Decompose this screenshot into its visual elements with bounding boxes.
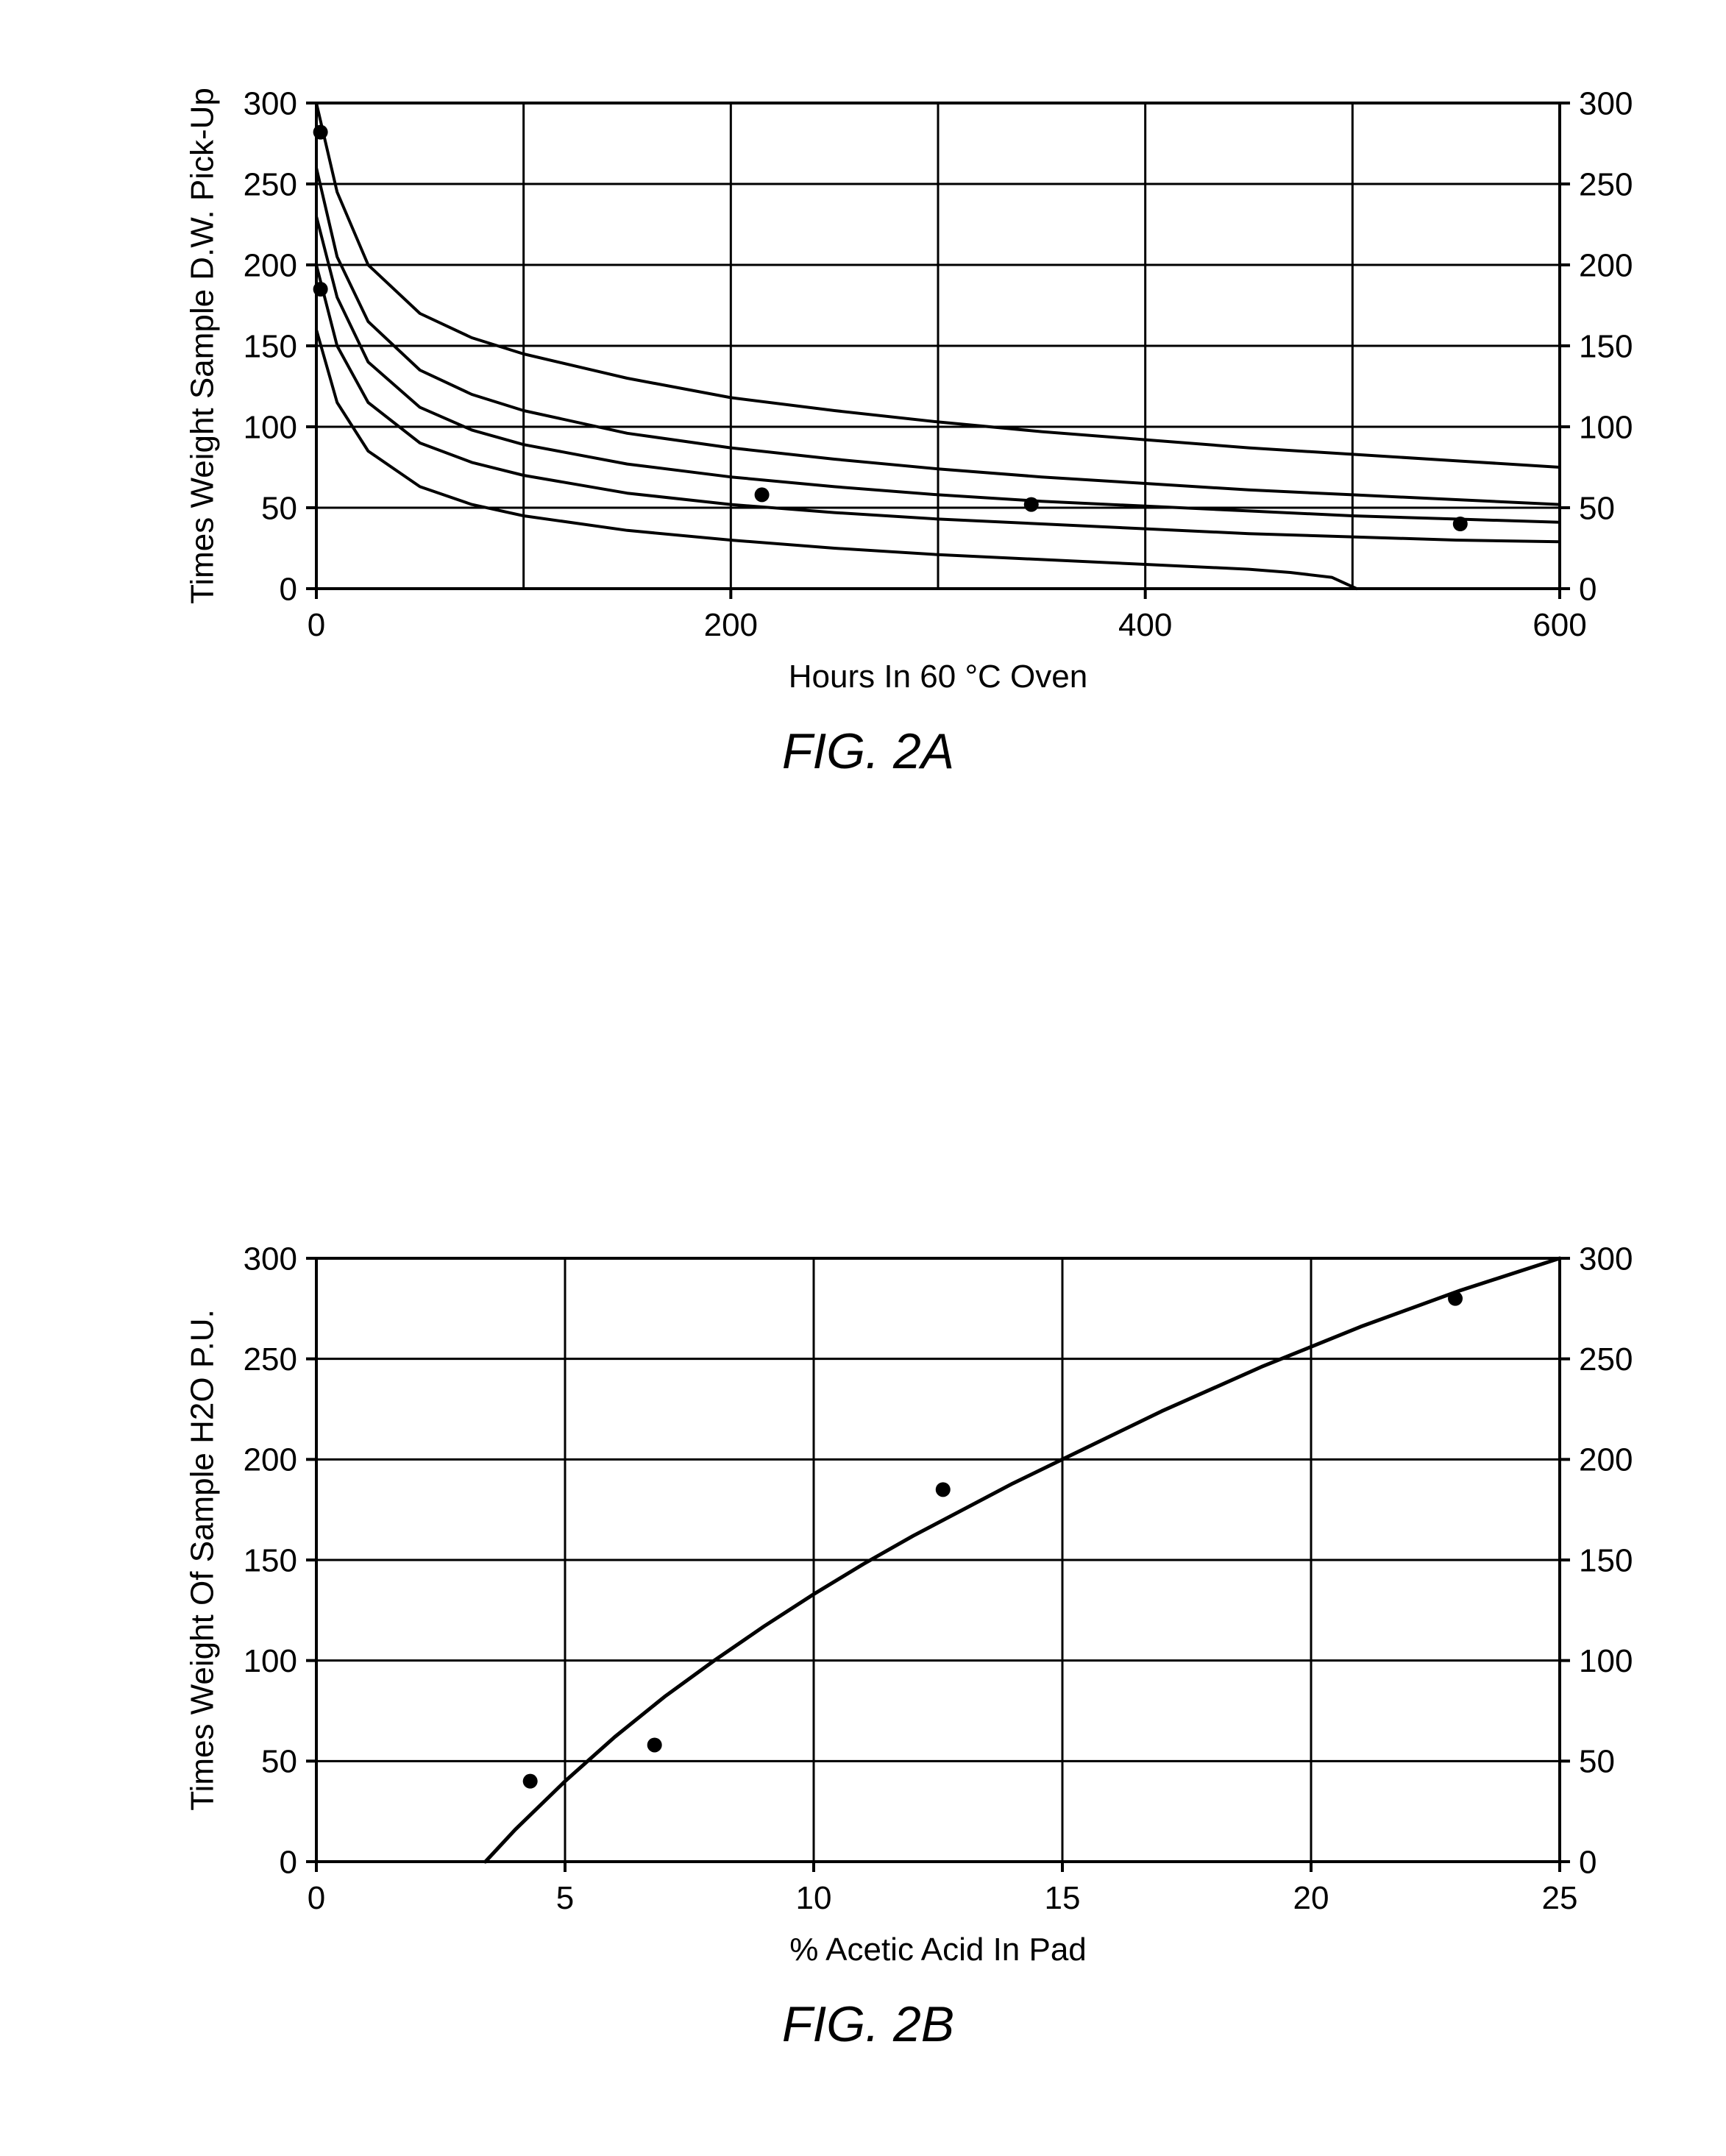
figA-point-4 [1453, 517, 1468, 531]
figA-ylabel: Times Weight Sample D.W. Pick-Up [185, 88, 221, 604]
figB-caption: FIG. 2B [81, 1996, 1655, 2053]
figB-xtick-label: 15 [1045, 1880, 1081, 1916]
figA-ytick-left-label: 50 [261, 490, 297, 526]
figA-ytick-right-label: 100 [1579, 409, 1633, 445]
figA-point-2 [755, 487, 770, 502]
figB-svg: 0510152025050100150200250300050100150200… [81, 1214, 1655, 2046]
figB-ytick-left-label: 200 [244, 1442, 297, 1478]
figA-svg: 0200400600050100150200250300050100150200… [81, 44, 1655, 751]
figA-ytick-right-label: 200 [1579, 247, 1633, 283]
figB-ytick-right-label: 100 [1579, 1643, 1633, 1679]
figB-point-0 [523, 1774, 538, 1789]
figA-xtick-label: 200 [704, 607, 758, 643]
figA-point-0 [313, 125, 328, 140]
figB-xlabel: % Acetic Acid In Pad [789, 1932, 1087, 1968]
figA-ytick-left-label: 200 [244, 247, 297, 283]
figA-ytick-right-label: 150 [1579, 328, 1633, 364]
figA-ytick-right-label: 250 [1579, 166, 1633, 202]
figA-ytick-right-label: 0 [1579, 571, 1597, 607]
figA-ytick-right-label: 300 [1579, 85, 1633, 121]
figA-point-1 [313, 282, 328, 297]
figB-ytick-right-label: 300 [1579, 1241, 1633, 1277]
figB-xtick-label: 10 [796, 1880, 832, 1916]
figA-xlabel: Hours In 60 °C Oven [789, 659, 1087, 695]
figB-ytick-right-label: 200 [1579, 1442, 1633, 1478]
figA-ytick-left-label: 150 [244, 328, 297, 364]
figB-ytick-right-label: 0 [1579, 1844, 1597, 1880]
figA-xtick-label: 400 [1118, 607, 1172, 643]
figB-ytick-left-label: 250 [244, 1341, 297, 1377]
figB-ytick-left-label: 50 [261, 1744, 297, 1780]
figA-xtick-label: 600 [1533, 607, 1586, 643]
figB-ytick-right-label: 150 [1579, 1542, 1633, 1578]
figB-xtick-label: 5 [556, 1880, 574, 1916]
figB-ytick-left-label: 100 [244, 1643, 297, 1679]
figA-point-3 [1024, 497, 1039, 512]
figB-ylabel: Times Weight Of Sample H2O P.U. [185, 1309, 221, 1810]
figB-ytick-left-label: 150 [244, 1542, 297, 1578]
figB: 0510152025050100150200250300050100150200… [81, 1214, 1655, 2046]
figA-caption: FIG. 2A [81, 723, 1655, 780]
figA-xtick-label: 0 [308, 607, 325, 643]
figB-point-1 [647, 1737, 662, 1752]
figA-ytick-left-label: 250 [244, 166, 297, 202]
figB-ytick-left-label: 300 [244, 1241, 297, 1277]
figB-xtick-label: 0 [308, 1880, 325, 1916]
figB-point-2 [936, 1482, 951, 1497]
figB-ytick-right-label: 250 [1579, 1341, 1633, 1377]
figB-xtick-label: 25 [1542, 1880, 1578, 1916]
figA-ytick-left-label: 300 [244, 85, 297, 121]
figB-xtick-label: 20 [1293, 1880, 1329, 1916]
figA-ytick-right-label: 50 [1579, 490, 1615, 526]
figA: 0200400600050100150200250300050100150200… [81, 44, 1655, 751]
figA-ytick-left-label: 0 [280, 571, 297, 607]
figA-ytick-left-label: 100 [244, 409, 297, 445]
figB-ytick-right-label: 50 [1579, 1744, 1615, 1780]
figB-ytick-left-label: 0 [280, 1844, 297, 1880]
figB-point-3 [1448, 1291, 1463, 1306]
